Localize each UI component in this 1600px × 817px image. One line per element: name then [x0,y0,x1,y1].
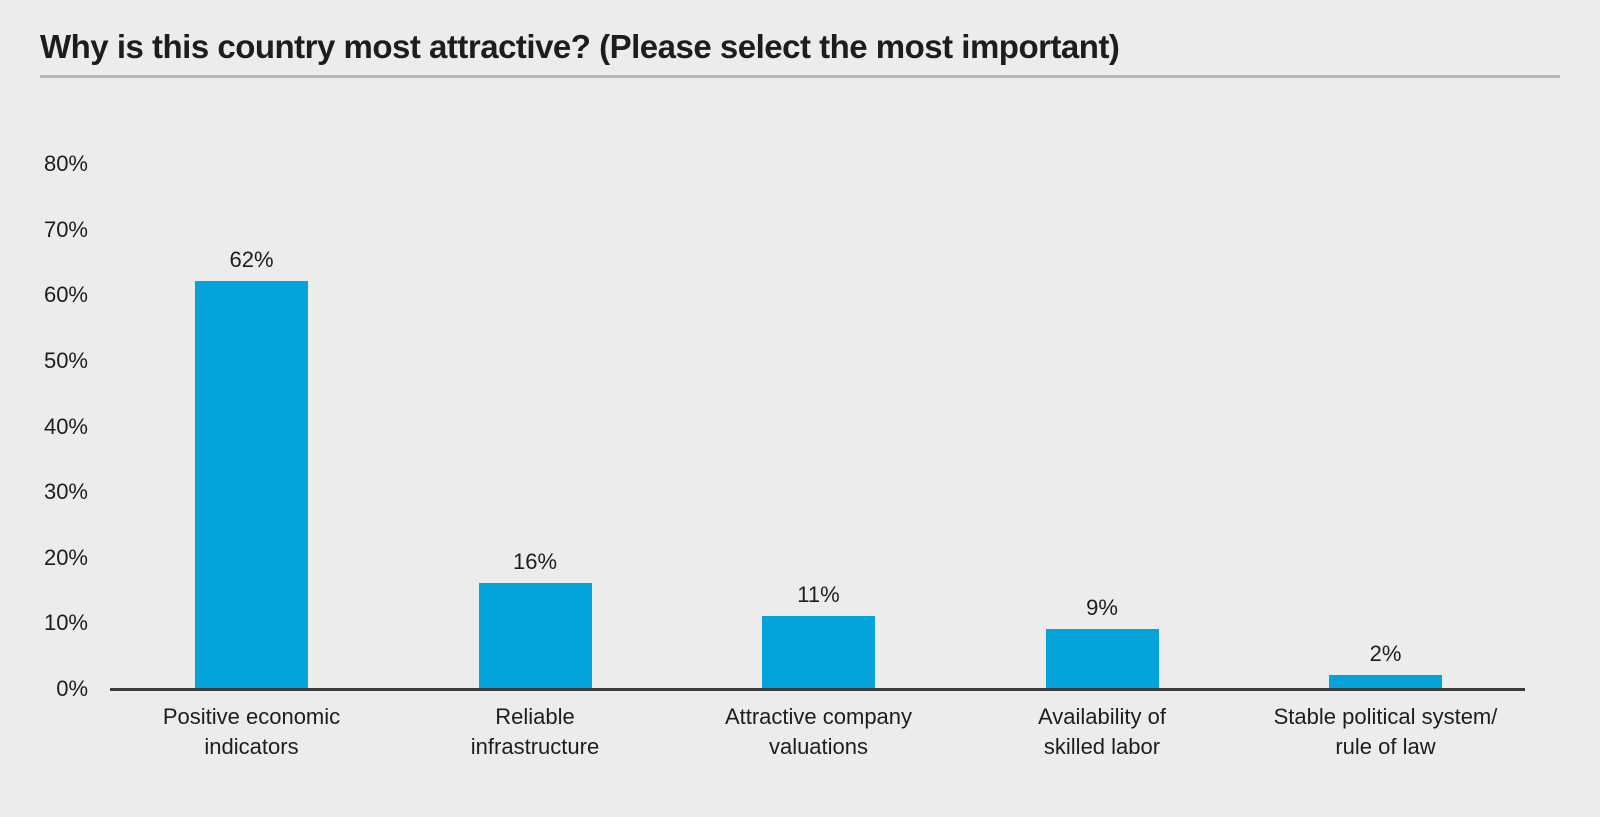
y-axis-tick-label: 40% [43,413,88,439]
bar-category-label: Availability of skilled labor [1038,704,1166,759]
bar [195,281,308,688]
bar-value-label: 62% [229,247,274,273]
bar-category-label: Positive economic indicators [162,704,341,759]
bar-value-label: 11% [797,581,840,607]
bar [1329,674,1442,688]
y-axis-tick-label: 70% [43,216,88,242]
y-axis-tick-label: 80% [43,151,88,176]
bar-category-label: Reliable infrastructure [470,704,600,759]
y-axis-tick-label: 0% [56,676,88,701]
y-axis-tick-label: 50% [43,347,88,373]
bar [1045,628,1159,688]
x-axis-line [110,688,1525,691]
bar-value-label: 2% [1369,640,1402,666]
bar-value-label: 16% [512,549,558,574]
bar-category-label: Stable political system/ rule of law [1273,704,1498,759]
y-axis-tick-label: 30% [43,479,88,505]
y-axis-tick-label: 20% [43,544,88,570]
y-axis-tick-label: 10% [43,610,88,636]
y-axis-tick-label: 60% [43,282,88,308]
bar [478,583,592,688]
bar [762,615,875,688]
title-divider [40,75,1560,78]
bar-value-label: 9% [1086,594,1118,620]
bar-category-label: Attractive company valuations [724,704,913,759]
page-title: Why is this country most attractive? (Pl… [40,28,1120,65]
